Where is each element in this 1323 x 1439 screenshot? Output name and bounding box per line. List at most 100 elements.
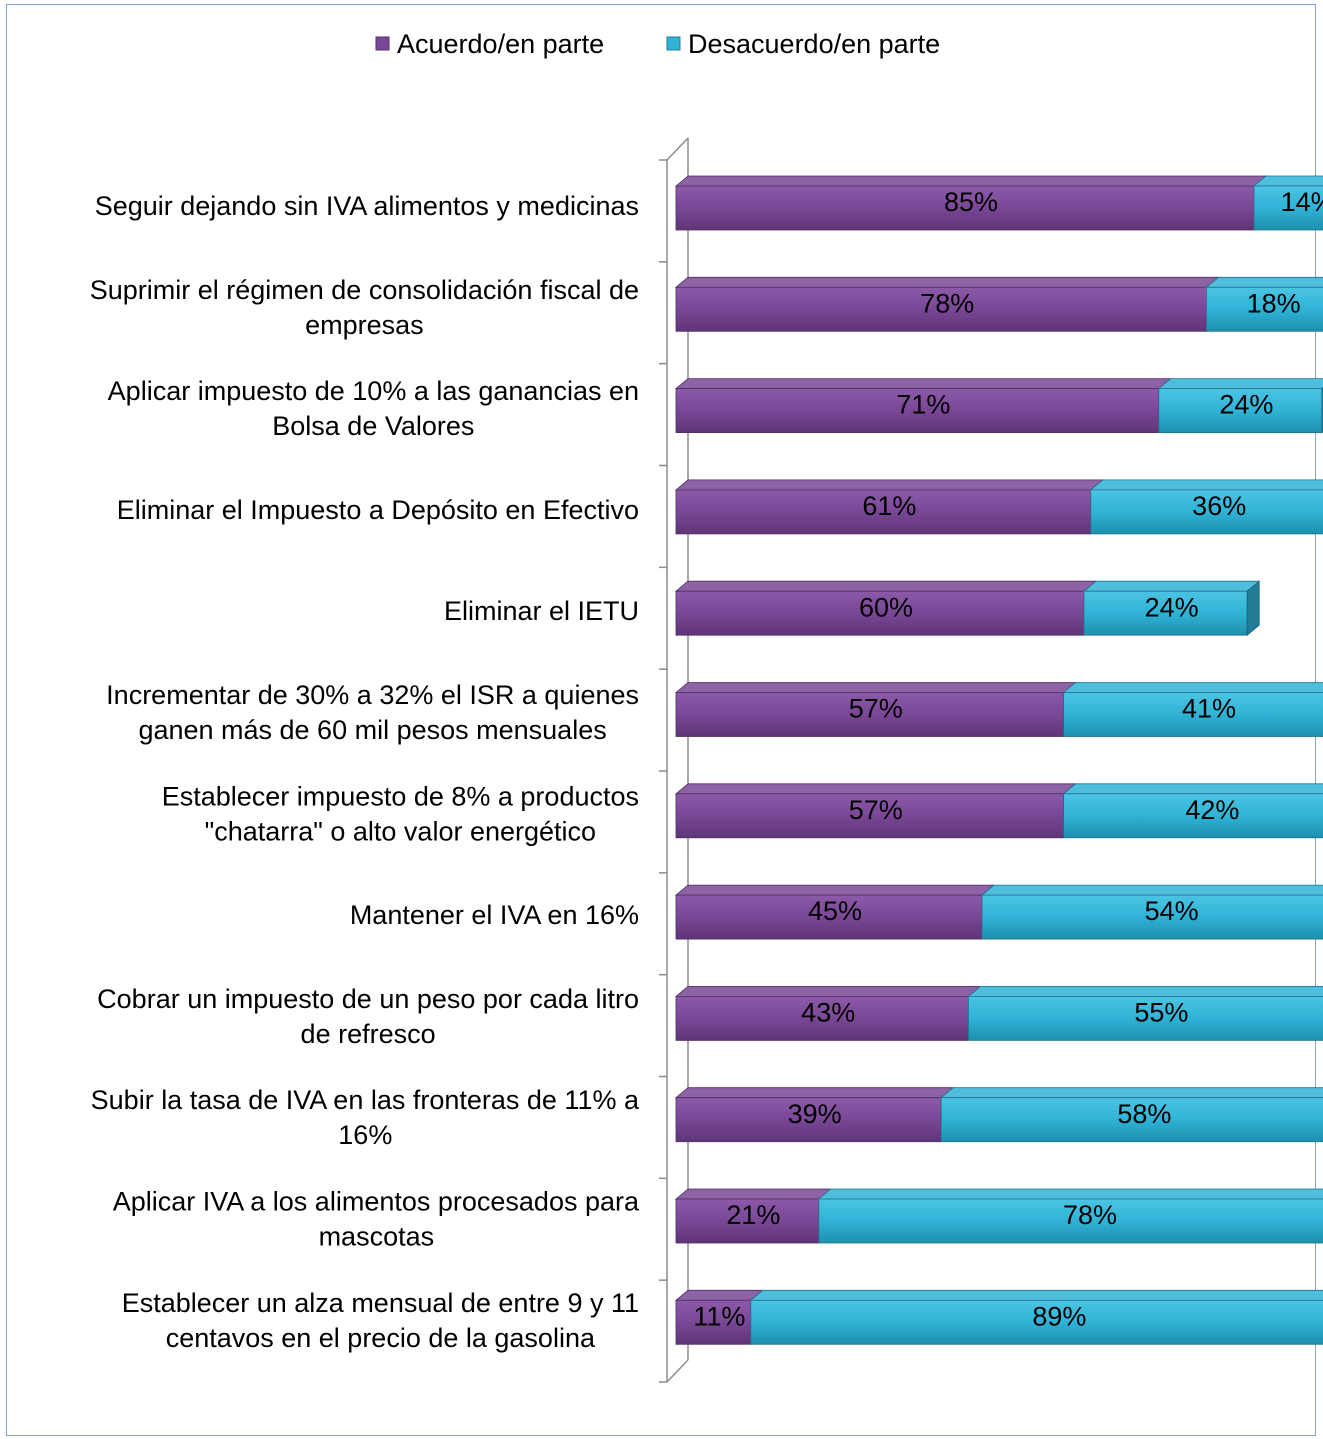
data-label-acuerdo: 43% [801,998,855,1028]
bar-front-face [675,894,983,940]
data-label-desacuerdo: 55% [1134,998,1188,1028]
bar-front-face [675,1198,820,1244]
bar-segment-desacuerdo: 58% [940,1087,1323,1143]
bar-front-face [675,793,1065,839]
bar-segment-desacuerdo: 14% [1252,175,1323,231]
data-label-acuerdo: 71% [896,390,950,420]
category-label: Incrementar de 30% a 32% el ISR a quiene… [106,680,639,710]
data-label-acuerdo: 57% [849,795,903,825]
bar-top-face [817,1188,1323,1200]
category-label: Eliminar el IETU [444,596,639,626]
bar-top-face [674,276,1220,288]
bar-top-face [1062,783,1323,795]
category-label: Subir la tasa de IVA en las fronteras de… [91,1085,640,1115]
bar-front-face [1063,692,1323,737]
bar-segment-desacuerdo: 24% [1082,580,1261,637]
bar-top-face [674,1289,764,1301]
bar-segment-acuerdo: 21% [674,1188,832,1244]
bar-top-face [674,1087,955,1099]
category-label: Seguir dejando sin IVA alimentos y medic… [95,191,639,221]
data-label-acuerdo: 45% [808,896,862,926]
data-label-desacuerdo: 78% [1063,1200,1117,1230]
data-label-desacuerdo: 14% [1281,187,1323,217]
category-label: ganen más de 60 mil pesos mensuales [138,715,606,745]
bar-front-face [940,1097,1323,1143]
bar-top-face [1157,378,1323,390]
bar-segment-acuerdo: 45% [674,884,996,940]
bar-segment-acuerdo: 60% [674,580,1098,636]
legend-label-2: Desacuerdo/en parte [688,29,940,59]
bar-top-face [1252,175,1323,187]
bar-front-face [1253,185,1323,231]
bar-segment-desacuerdo: 18% [1205,276,1323,332]
bar-top-face [674,986,982,997]
bar-top-face [674,580,1098,592]
bar-segment-desacuerdo: 89% [749,1289,1323,1345]
bar-top-face [1082,580,1261,592]
bar-front-face [675,996,969,1041]
category-label: Mantener el IVA en 16% [350,900,639,930]
data-label-desacuerdo: 18% [1247,288,1301,318]
category-label: Suprimir el régimen de consolidación fis… [90,275,639,305]
category-label: Aplicar impuesto de 10% a las ganancias … [108,376,639,406]
data-label-desacuerdo: 24% [1145,592,1199,622]
bar-top-face [674,1188,832,1200]
category-label: Establecer impuesto de 8% a productos [162,781,639,811]
bar-top-face [1205,276,1323,288]
bar-front-face [1063,793,1323,839]
bar-front-face [675,185,1255,231]
bar-front-face [1206,286,1323,332]
bar-front-face [1090,489,1323,535]
data-label-acuerdo: 78% [920,288,974,318]
data-label-acuerdo: 21% [726,1200,780,1230]
bar-segment-acuerdo: 39% [674,1087,955,1143]
bar-front-face [675,1097,942,1143]
bar-top-face [674,783,1077,795]
bar-front-face [675,590,1085,636]
bar-segment-desacuerdo: 41% [1062,682,1323,737]
category-labels: Seguir dejando sin IVA alimentos y medic… [90,191,640,1353]
bars: 85% 14% 78% 18% 71% 24% 61% 36% 60% 24% 57% 41% 57% 4… [674,175,1323,1345]
bar-segment-acuerdo: 57% [674,783,1077,839]
category-label: 16% [338,1120,392,1150]
data-label-acuerdo: 57% [849,694,903,724]
bar-top-face [674,682,1077,693]
category-label: empresas [305,310,424,340]
bar-top-face [674,175,1268,187]
bar-front-face [675,692,1065,737]
bar-front-face [1083,590,1248,636]
bar-top-face [1062,682,1323,693]
bar-front-face [981,894,1323,940]
bar-top-face [749,1289,1323,1301]
category-label: Cobrar un impuesto de un peso por cada l… [97,984,639,1014]
bar-front-face [1158,388,1323,434]
data-label-desacuerdo: 89% [1032,1301,1086,1331]
axis-bottom-edge [666,1359,689,1383]
category-axis [659,137,689,1383]
data-label-acuerdo: 60% [859,592,913,622]
bar-segment-desacuerdo: 24% [1157,378,1323,434]
axis-top-edge [666,137,689,161]
bar-segment-acuerdo: 61% [674,479,1104,535]
bar-segment-desacuerdo: 55% [967,986,1323,1041]
bar-front-face [750,1299,1323,1345]
data-label-desacuerdo: 24% [1219,390,1273,420]
category-label: centavos en el precio de la gasolina [166,1323,596,1353]
category-label: Eliminar el Impuesto a Depósito en Efect… [117,495,639,525]
legend-swatch-1 [375,36,390,51]
bar-segment-desacuerdo: 42% [1062,783,1323,839]
data-label-desacuerdo: 42% [1185,795,1239,825]
data-label-acuerdo: 85% [944,187,998,217]
bar-front-face [675,388,1160,434]
bar-top-face [1089,479,1323,491]
bar-top-face [674,479,1104,491]
bar-segment-desacuerdo: 36% [1089,479,1323,535]
legend-swatch-2 [666,36,681,51]
data-label-acuerdo: 61% [862,491,916,521]
bar-segment-acuerdo: 71% [674,378,1172,434]
bar-front-face [818,1198,1323,1244]
bar-segment-acuerdo: 43% [674,986,982,1041]
bar-top-face [967,986,1323,997]
data-label-desacuerdo: 41% [1182,694,1236,724]
bar-top-face [674,378,1172,390]
